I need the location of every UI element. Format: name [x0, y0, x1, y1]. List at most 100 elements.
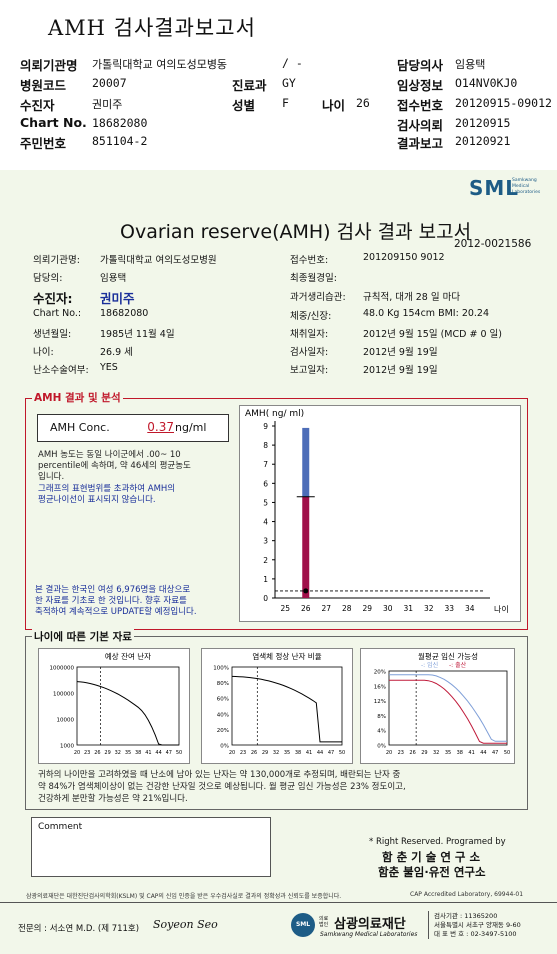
mini-x-tick: 38: [135, 750, 141, 756]
mini-x-tick: 44: [155, 750, 161, 756]
amh-conc-label: AMH Conc.: [50, 421, 110, 434]
header-label: 성별: [232, 98, 256, 113]
mini-x-tick: 32: [433, 750, 439, 756]
info-label: 보고일자:: [290, 365, 329, 376]
mini-x-tick: 35: [284, 750, 290, 756]
rights-text: * Right Reserved. Programed by: [369, 837, 506, 847]
info-label: 난소수술여부:: [33, 365, 89, 376]
legend-series-2: -: 출산: [449, 661, 467, 669]
normal-eggs-curve: [231, 675, 342, 743]
mini-x-tick: 38: [457, 750, 463, 756]
info-value: 2012년 9월 19일: [363, 347, 438, 358]
mini-y-tick: 8%: [377, 714, 386, 720]
header-value: 권미주: [92, 98, 123, 111]
mini-x-tick: 44: [317, 750, 323, 756]
x-tick-label: 29: [362, 604, 372, 613]
mini-y-tick: 100000: [53, 692, 74, 698]
info-label: 체중/신장:: [290, 311, 332, 322]
y-tick-label: 2: [263, 556, 268, 565]
header-value: 851104-2: [92, 134, 148, 148]
sml-logo: SML: [468, 176, 519, 200]
mini-x-tick: 47: [492, 750, 498, 756]
summary-line: 건강하게 분만할 가능성은 약 21%입니다.: [38, 794, 188, 804]
info-label: 의뢰기관명:: [33, 255, 80, 266]
y-axis-label: AMH( ng/ ml): [245, 409, 304, 419]
header-value: 20120915-09012: [455, 96, 552, 110]
specialist: 전문의 : 서소연 M.D. (제 711호): [18, 924, 140, 934]
mini-y-tick: 40%: [217, 712, 229, 718]
comment-label: Comment: [38, 822, 83, 832]
mini-x-tick: 41: [468, 750, 474, 756]
mini-x-tick: 20: [386, 750, 392, 756]
header-label: 검사의뢰: [397, 118, 444, 133]
mini-chart-remaining-eggs: 예상 잔여 난자 1000000 100000 10000 1000 20 23 26 29 32…: [38, 648, 190, 764]
info-label: 최종월경일:: [290, 273, 337, 284]
mini-x-tick: 41: [145, 750, 151, 756]
mini-x-tick: 26: [251, 750, 257, 756]
info-label: 나이:: [33, 347, 54, 358]
x-tick-label: 27: [321, 604, 331, 613]
header-value: / -: [282, 56, 303, 70]
note-line: 입니다.: [38, 472, 65, 482]
foundation-prefix: 의료 법인: [319, 916, 329, 928]
info-label: 과거생리습관:: [290, 292, 346, 303]
info-label: Chart No.:: [33, 308, 82, 319]
birth-curve: [389, 679, 507, 744]
patient-name: 권미주: [100, 291, 135, 306]
sml-logo-sub: Samkwang Medical Laboratories: [512, 178, 540, 196]
info-value: 2012년 9월 15일 (MCD # 0 일): [363, 329, 502, 340]
header-label: 결과보고: [397, 136, 444, 151]
mini-x-tick: 50: [339, 750, 345, 756]
mini-x-tick: 23: [240, 750, 246, 756]
amh-note-1: AMH 농도는 동일 나이군에서 .00~ 10 percentile에 속하며…: [38, 450, 238, 483]
header-value: 임용택: [455, 58, 486, 71]
y-tick-label: 0: [263, 594, 268, 603]
mini-y-tick: 60%: [217, 697, 229, 703]
info-label: 생년월일:: [33, 329, 72, 340]
note-line: 평균나이선이 표시되지 않습니다.: [38, 495, 156, 505]
footnote: 삼광의료재단은 대한진단검사의학회(KSLM) 및 CAP의 신임 인증을 받은…: [26, 893, 342, 900]
mini-x-tick: 50: [504, 750, 510, 756]
mini-x-tick: 38: [295, 750, 301, 756]
cap-accreditation: CAP Accredited Laboratory, 69944-01: [410, 891, 524, 898]
footer-divider: [0, 902, 557, 903]
mini-plot-area: [388, 670, 508, 746]
logo-sub-line: Samkwang: [512, 178, 537, 183]
mean-bar: [302, 496, 310, 598]
mini-x-tick: 47: [328, 750, 334, 756]
header-label: 병원코드: [20, 78, 67, 93]
header-label: 접수번호: [397, 98, 444, 113]
info-value: 1985년 11월 4일: [100, 329, 175, 340]
mini-x-tick: 32: [115, 750, 121, 756]
mini-x-tick: 26: [94, 750, 100, 756]
header-value: 18682080: [92, 116, 148, 130]
mini-y-tick: 1000000: [50, 666, 75, 672]
mini-y-tick: 4%: [377, 729, 386, 735]
amh-chart-frame: AMH( ng/ ml) 0 1 2 3 4 5 6 7 8 9 25 26 27 28 29 30 31 32 33…: [239, 405, 521, 622]
report-title: Ovarian reserve(AMH) 검사 결과 보고서: [120, 221, 472, 243]
mini-chart-normal-eggs: 염색체 정상 난자 비율 100% 80% 60% 40% 20% 0% 20 23 26 29 32…: [201, 648, 353, 764]
header-value: 26: [356, 96, 370, 110]
author-2: 함춘 불임·유전 연구소: [378, 865, 486, 879]
note-line: AMH 농도는 동일 나이군에서 .00~ 10: [38, 450, 181, 460]
mini-y-tick: 12%: [374, 699, 386, 705]
mini-chart-pregnancy: 월평균 임신 가능성 20% 16% 12% 8% 4% 0% 20 23 26 29 32 35 38 4…: [360, 648, 515, 764]
signature: Soyeon Seo: [153, 918, 218, 931]
mini-y-tick: 16%: [374, 684, 386, 690]
result-point: [303, 588, 309, 594]
amh-conc-unit: ng/ml: [175, 421, 207, 434]
amh-note-2: 그래프의 표현범위를 초과하여 AMH의 평균나이선이 표시되지 않습니다.: [38, 484, 238, 506]
header-value: 20120915: [455, 116, 511, 130]
foundation-en: Samkwang Medical Laboratories: [320, 931, 418, 938]
amh-conc-box: AMH Conc. 0.37 ng/ml: [37, 414, 229, 442]
header-label: 임상정보: [397, 78, 444, 93]
header-value: 20007: [92, 76, 127, 90]
summary-line: 귀하의 나이만을 고려하였을 때 난소에 남아 있는 난자는 약 130,000…: [38, 770, 401, 780]
header-label: 의뢰기관명: [20, 58, 78, 73]
mini-x-tick: 29: [262, 750, 268, 756]
info-label: 검사일자:: [290, 347, 329, 358]
info-label: 담당의:: [33, 273, 63, 284]
mini-y-tick: 100%: [213, 666, 229, 672]
header-title: AMH 검사결과보고서: [48, 16, 256, 40]
